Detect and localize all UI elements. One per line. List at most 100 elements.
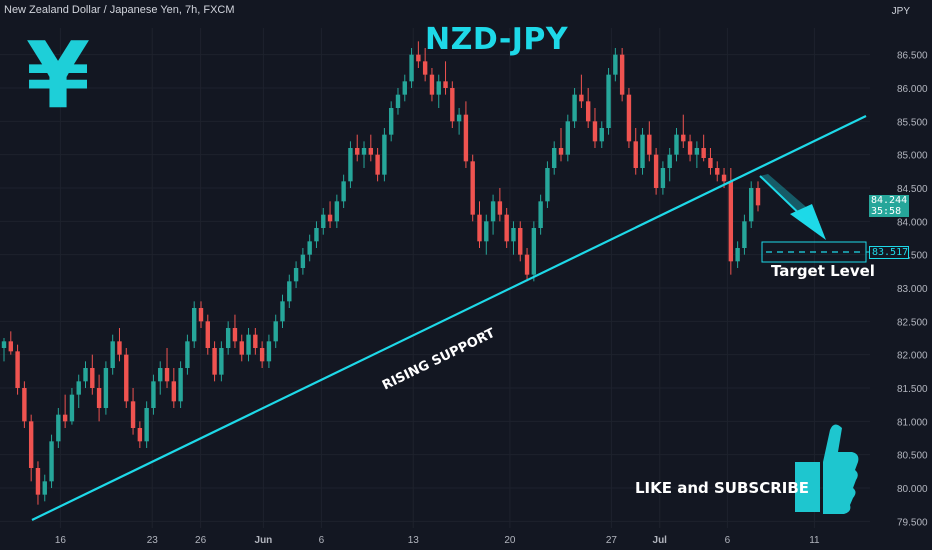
candle-body xyxy=(755,188,761,206)
candle-body xyxy=(232,328,238,342)
candle-body xyxy=(653,154,659,188)
candle-body xyxy=(239,341,244,355)
candle-body xyxy=(477,214,482,242)
candle-body xyxy=(334,201,340,222)
candle-body xyxy=(456,114,462,122)
candle-body xyxy=(117,341,122,355)
candle-body xyxy=(137,428,143,442)
candle-body xyxy=(735,248,740,262)
candle-body xyxy=(110,341,115,368)
candle-body xyxy=(355,148,360,155)
candle-body xyxy=(259,348,265,362)
x-tick-label: 23 xyxy=(147,535,159,546)
candle-body xyxy=(185,341,190,368)
candle-body xyxy=(524,254,530,275)
candle-body xyxy=(749,188,754,222)
candle-body xyxy=(327,214,333,222)
y-tick-label: 84.000 xyxy=(897,217,928,228)
last-price-value: 84.244 xyxy=(871,195,908,206)
candle-body xyxy=(626,94,632,142)
candle-body xyxy=(436,81,441,95)
candle-body xyxy=(219,348,224,375)
candle-body xyxy=(225,328,231,348)
yen-icon: ¥ xyxy=(26,22,91,129)
candle-body xyxy=(558,148,564,155)
grid-lines xyxy=(0,28,870,528)
candle-body xyxy=(151,381,156,408)
candle-body xyxy=(572,94,577,122)
candle-body xyxy=(450,88,455,122)
candle-body xyxy=(585,101,591,122)
y-tick-label: 81.500 xyxy=(897,384,928,395)
candle-body xyxy=(90,368,95,388)
candle-body xyxy=(158,368,163,382)
candle-body xyxy=(422,61,428,75)
thumbs-up-icon xyxy=(795,424,859,514)
candle-body xyxy=(687,141,693,155)
candle-body xyxy=(49,441,54,482)
y-tick-label: 79.500 xyxy=(897,517,928,528)
candle-body xyxy=(497,201,503,215)
candle-body xyxy=(368,148,374,155)
x-tick-label: 20 xyxy=(504,535,516,546)
candles xyxy=(1,41,761,505)
candle-body xyxy=(314,228,319,242)
candle-body xyxy=(76,381,81,395)
candle-body xyxy=(42,481,47,495)
candle-body xyxy=(164,368,170,382)
y-tick-label: 84.500 xyxy=(897,184,928,195)
rising-support-line[interactable] xyxy=(31,115,867,521)
candle-body xyxy=(708,158,713,168)
candle-body xyxy=(647,134,652,155)
x-tick-label: 13 xyxy=(408,535,420,546)
y-tick-label: 80.500 xyxy=(897,451,928,462)
candle-body xyxy=(490,201,496,222)
candle-body xyxy=(35,468,41,495)
candle-body xyxy=(395,94,401,108)
candle-body xyxy=(287,281,292,302)
x-tick-label: 27 xyxy=(606,535,618,546)
candle-body xyxy=(246,334,251,355)
target-level-label: Target Level xyxy=(771,262,875,280)
candle-body xyxy=(742,221,747,248)
candle-body xyxy=(280,301,285,322)
target-arrow xyxy=(759,174,826,240)
candle-body xyxy=(606,74,611,128)
candle-body xyxy=(429,74,435,95)
candle-body xyxy=(83,368,88,382)
candle-body xyxy=(592,121,598,142)
candle-body xyxy=(178,368,183,402)
candle-body xyxy=(130,401,136,428)
x-axis: 16 23 26 Jun 6 13 20 27 Jul 6 11 xyxy=(55,535,820,546)
candle-body xyxy=(674,134,679,155)
candle-body xyxy=(531,228,537,275)
candle-body xyxy=(579,94,584,102)
candle-body xyxy=(69,394,75,422)
candle-body xyxy=(538,201,543,228)
candle-countdown: 35:58 xyxy=(871,206,902,217)
candle-body xyxy=(198,308,204,322)
candle-body xyxy=(640,134,645,168)
candle-body xyxy=(667,154,672,168)
candle-body xyxy=(565,121,571,155)
x-tick-label: Jul xyxy=(653,535,668,546)
candle-body xyxy=(402,81,407,95)
candle-body xyxy=(518,228,523,255)
candle-body xyxy=(463,114,469,162)
candle-body xyxy=(409,54,414,82)
candle-body xyxy=(191,308,197,342)
candle-body xyxy=(56,414,61,442)
candle-body xyxy=(701,148,706,158)
candle-body xyxy=(613,54,618,75)
candle-body xyxy=(681,134,686,142)
candle-body xyxy=(103,368,109,408)
candle-body xyxy=(443,81,448,88)
candle-body xyxy=(484,221,489,242)
candle-body xyxy=(728,181,734,262)
candle-body xyxy=(416,54,421,62)
x-tick-label: 16 xyxy=(55,535,67,546)
candle-body xyxy=(266,341,272,362)
x-tick-label: 6 xyxy=(319,535,325,546)
candle-body xyxy=(382,134,387,175)
